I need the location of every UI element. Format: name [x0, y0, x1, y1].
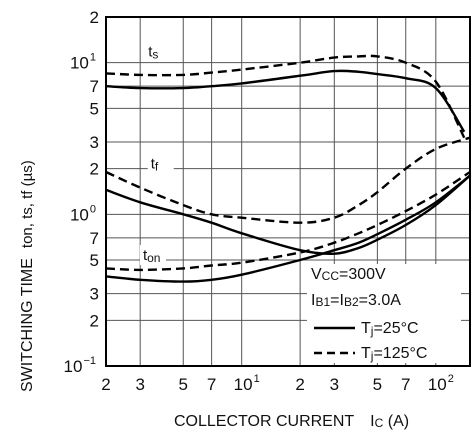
curve-label-tf: tf [151, 156, 159, 174]
y-axis-label: SWITCHING TIMEton, ts, tf (µs) [19, 160, 36, 392]
y-tick-label-10: 2 [90, 311, 99, 330]
x-tick-labels: 2 3 5 7 101 2 3 5 7 102 [101, 373, 454, 394]
x-tick-label-3: 7 [207, 375, 216, 394]
curve-label-bg-2 [139, 244, 166, 265]
x-tick-label-1: 3 [135, 375, 144, 394]
x-tick-label-5: 2 [295, 375, 304, 394]
plot-frame [105, 16, 471, 367]
y-tick-label-7: 7 [90, 229, 99, 248]
y-tick-label-0: 2 [90, 8, 99, 27]
legend-entry-25c: Tj=25°C [361, 320, 419, 338]
series-ts-dashed [105, 54, 466, 139]
series-group [105, 54, 471, 283]
x-axis-label: COLLECTOR CURRENT IC (A) [174, 413, 409, 430]
series-ts-solid [105, 69, 466, 133]
vcc-condition: VCC=300V [311, 266, 386, 283]
x-tick-label-9: 102 [428, 373, 454, 394]
y-tick-label-6: 100 [70, 203, 96, 224]
y-tick-label-11: 10−1 [64, 355, 96, 376]
x-tick-label-7: 5 [373, 375, 382, 394]
series-ton-solid [105, 174, 471, 283]
x-tick-label-0: 2 [101, 375, 110, 394]
y-tick-label-5: 2 [90, 160, 99, 179]
x-tick-label-8: 7 [401, 375, 410, 394]
ib-condition: IB1=IB2=3.0A [311, 292, 401, 309]
curve-label-ts: ts [148, 43, 158, 61]
conditions-box-bg [307, 264, 461, 363]
x-tick-label-6: 3 [330, 375, 339, 394]
grid [106, 17, 470, 366]
curve-labels: ts tf ton [139, 41, 174, 265]
y-tick-label-2: 7 [90, 77, 99, 96]
series-ton-dashed [105, 171, 471, 272]
y-tick-label-3: 5 [90, 99, 99, 118]
curve-label-bg-0 [145, 41, 172, 62]
conditions-box: VCC=300V IB1=IB2=3.0A Tj=25°C Tj=125°C [307, 264, 461, 363]
legend-entry-125c: Tj=125°C [361, 345, 427, 363]
curve-label-bg-1 [147, 153, 174, 174]
y-tick-label-4: 3 [90, 133, 99, 152]
x-tick-label-4: 101 [234, 373, 260, 394]
curve-label-ton: ton [143, 247, 161, 265]
series-tf-dashed [105, 136, 471, 224]
y-tick-label-8: 5 [90, 251, 99, 270]
y-tick-label-9: 3 [90, 285, 99, 304]
x-tick-label-2: 5 [179, 375, 188, 394]
series-tf-solid [105, 174, 471, 256]
y-tick-labels: 2 101 7 5 3 2 100 7 5 3 2 10−1 [64, 8, 99, 376]
y-tick-label-1: 101 [70, 52, 96, 73]
